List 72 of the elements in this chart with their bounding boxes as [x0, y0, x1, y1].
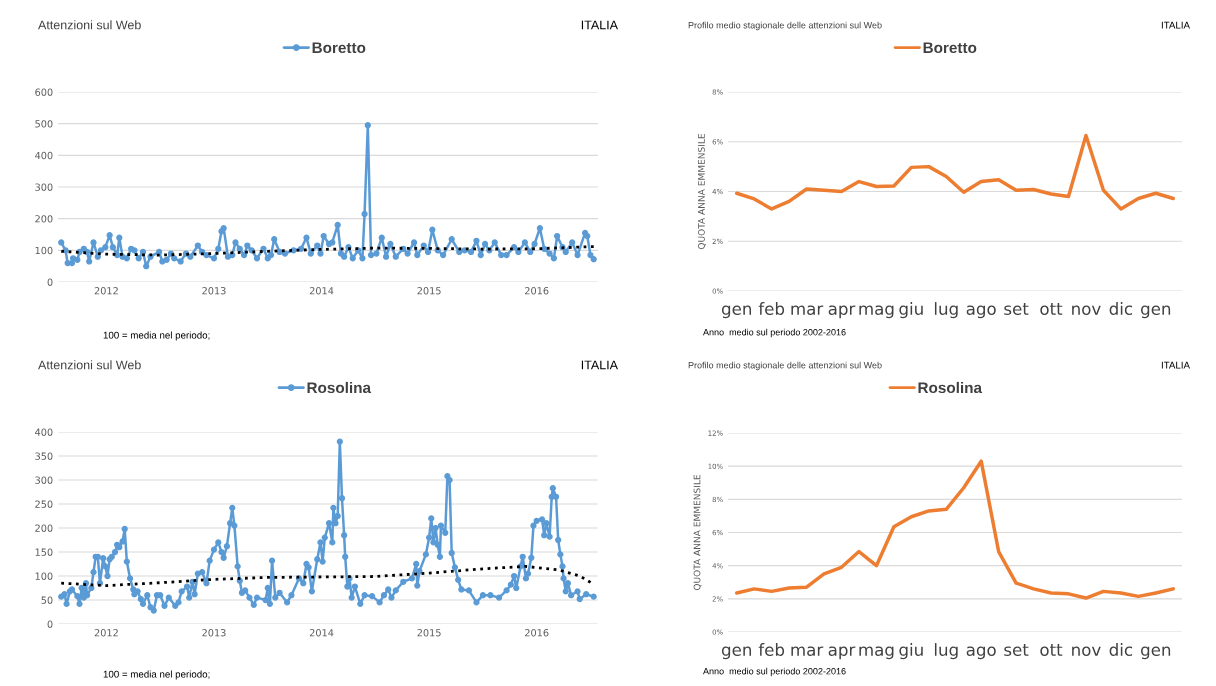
y-tick-label: 100	[35, 572, 53, 580]
text: ITALIA	[581, 360, 618, 370]
chart-title: Profilo medio stagionale delle attenzioni sul Web	[688, 21, 882, 31]
x-tick-label: mag	[859, 646, 894, 660]
x-tick-label: ago	[966, 646, 996, 660]
x-tick-label: 2016	[525, 287, 549, 295]
y-tick-label: 300	[35, 183, 53, 191]
x-tick-label: dic	[1109, 302, 1133, 316]
x-tick-label: 2015	[417, 629, 441, 637]
x-tick-label: ago	[966, 305, 996, 319]
x-tick-label: set	[1004, 644, 1029, 657]
chart-title: Profilo medio stagionale delle attenzioni sul Web	[688, 361, 882, 371]
x-tick-label: lug	[934, 302, 958, 319]
x-tick-label: 2014	[309, 287, 334, 295]
y-tick-label: 400	[35, 151, 53, 160]
y-tick-label: 0	[47, 278, 53, 286]
y-tick-label: 0	[47, 620, 53, 628]
legend-label: Boretto	[923, 42, 977, 54]
y-tick-label: 100	[35, 246, 53, 255]
legend-label: Boretto	[312, 42, 366, 54]
x-tick-label: feb	[758, 643, 785, 657]
y-tick-label: 50	[41, 596, 53, 604]
y-axis-title: QUOTA ANNA EMMENSILE	[697, 133, 706, 250]
x-tick-label: mar	[791, 646, 824, 657]
y-tick-label: 350	[35, 452, 53, 460]
y-tick-label: 150	[35, 548, 53, 556]
x-tick-label: gen	[721, 646, 752, 660]
x-tick-label: feb	[758, 302, 785, 316]
x-tick-label: giu	[899, 643, 923, 660]
x-tick-label: lug	[934, 643, 958, 660]
y-tick-label: 200	[35, 524, 53, 532]
x-tick-label: 2012	[94, 629, 118, 637]
y-tick-label: 600	[35, 88, 53, 96]
x-tick-label: 2013	[202, 287, 226, 295]
x-tick-label: 2012	[94, 287, 118, 295]
x-tick-label: 2016	[525, 629, 549, 637]
legend-label: Rosolina	[307, 381, 372, 394]
x-tick-label: ott	[1040, 303, 1063, 316]
x-tick-label: apr	[828, 646, 856, 660]
line-series	[734, 459, 1176, 600]
x-tick-label: nov	[1072, 646, 1101, 657]
text: 100 = media nel periodo;	[103, 331, 210, 341]
x-tick-label: set	[1004, 303, 1029, 316]
x-tick-label: nov	[1072, 305, 1101, 316]
y-tick-label: 300	[35, 476, 53, 484]
y-axis-title: QUOTA ANNA EMMENSILE	[693, 474, 702, 591]
y-tick-label: 250	[35, 500, 53, 508]
text: Anno medio sul periodo 2002-2016	[703, 328, 846, 338]
x-tick-label: 2013	[202, 629, 226, 637]
x-tick-label: gen	[1141, 646, 1171, 660]
chart-title: Attenzioni sul Web	[38, 20, 141, 30]
x-tick-label: apr	[828, 305, 856, 319]
x-tick-label: 2015	[417, 287, 441, 295]
text: ITALIA	[1161, 361, 1190, 369]
x-tick-label: mar	[791, 305, 824, 316]
y-tick-label: 400	[35, 428, 53, 436]
y-tick-label: 200	[35, 215, 53, 223]
x-tick-label: gen	[1141, 305, 1171, 319]
text: Anno medio sul periodo 2002-2016	[703, 667, 846, 677]
x-tick-label: mag	[859, 305, 894, 319]
y-tick-label: 500	[35, 120, 53, 128]
x-tick-label: giu	[899, 302, 923, 319]
chart-title: Attenzioni sul Web	[38, 360, 141, 370]
x-tick-label: dic	[1109, 643, 1133, 657]
legend-label: Rosolina	[918, 381, 983, 394]
x-tick-label: ott	[1040, 644, 1063, 657]
line-series	[734, 133, 1176, 211]
text: ITALIA	[1161, 21, 1190, 29]
x-tick-label: gen	[721, 305, 752, 319]
text: 100 = media nel periodo;	[103, 670, 210, 680]
text: ITALIA	[581, 20, 618, 30]
x-tick-label: 2014	[309, 629, 334, 637]
